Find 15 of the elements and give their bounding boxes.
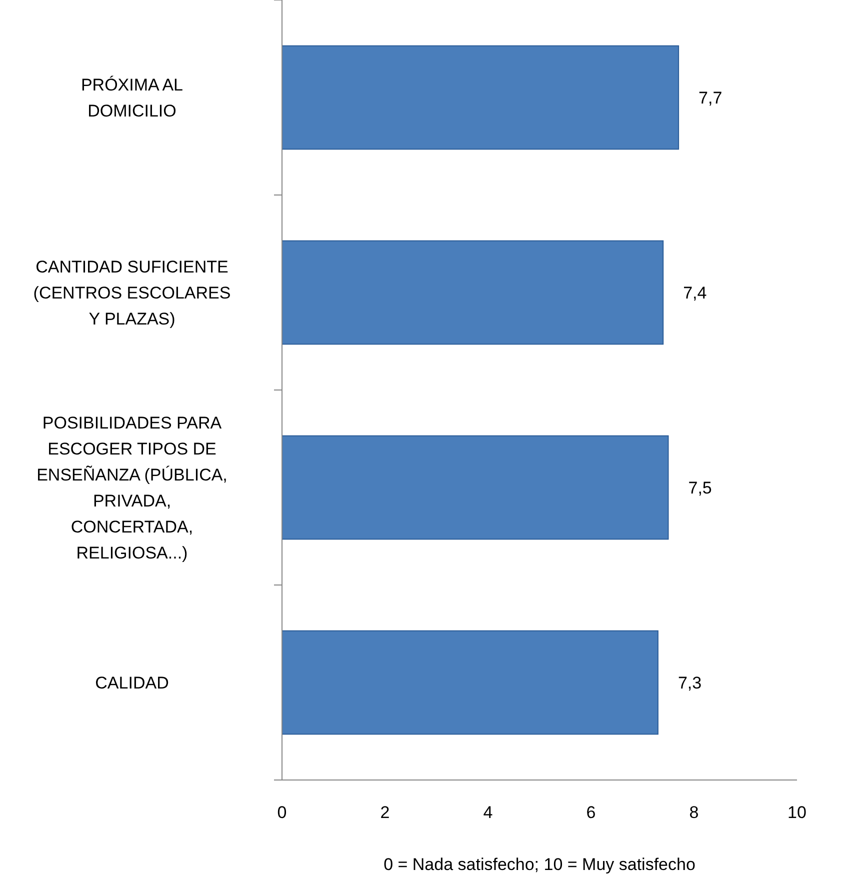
- y-tick-label: PRÓXIMA AL DOMICILIO: [80, 75, 184, 120]
- data-label: 7,5: [688, 478, 712, 498]
- x-tick-label: 10: [788, 803, 806, 822]
- data-label: 7,3: [678, 673, 702, 692]
- y-tick-label: POSIBILIDADES PARA ESCOGER TIPOS DE ENSEÑANZA (PÚBLICA, PRIVADA, CONCERTADA, RELIGIOSA...): [36, 413, 228, 562]
- x-tick-label: 4: [483, 803, 493, 822]
- data-label: 7,4: [683, 283, 707, 302]
- x-tick-label: 6: [586, 803, 596, 822]
- data-label: 7,7: [698, 88, 722, 108]
- x-tick-label: 0: [277, 803, 287, 822]
- x-tick-label: 2: [380, 803, 390, 822]
- y-tick-label: CALIDAD: [95, 673, 169, 692]
- x-axis-title: 0 = Nada satisfecho; 10 = Muy satisfecho: [384, 855, 696, 874]
- y-tick-label: CANTIDAD SUFICIENTE (CENTROS ESCOLARES Y PLAZAS): [33, 257, 231, 328]
- x-tick-label: 8: [689, 803, 699, 822]
